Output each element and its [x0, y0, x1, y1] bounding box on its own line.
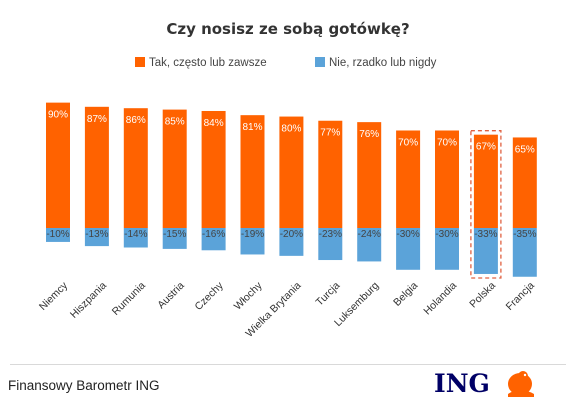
label-yes-polska: 67% [476, 142, 496, 153]
label-no-niemcy: -10% [46, 229, 69, 240]
label-yes-rumunia: 86% [126, 115, 146, 126]
bar-no-francja [512, 228, 537, 277]
label-yes-wielka-brytania: 80% [281, 124, 301, 135]
bar-yes-rumunia [123, 108, 148, 228]
legend-label-no: Nie, rzadko lub nigdy [329, 57, 437, 69]
chart-title: Czy nosisz ze sobą gotówkę? [166, 20, 409, 38]
ing-logo-text: ING [434, 369, 490, 398]
label-no-czechy: -16% [202, 229, 225, 240]
x-tick-austria: Austria [155, 280, 187, 312]
bar-yes-włochy [240, 115, 265, 228]
bar-no-austria [162, 228, 187, 249]
label-yes-niemcy: 90% [48, 110, 68, 121]
label-no-holandia: -30% [435, 229, 458, 240]
x-tick-francja: Francja [504, 280, 537, 313]
bar-no-rumunia [123, 228, 148, 248]
label-yes-belgia: 70% [398, 137, 418, 148]
bar-no-luksemburg [357, 228, 382, 262]
label-yes-francja: 65% [515, 144, 535, 155]
label-yes-holandia: 70% [437, 137, 457, 148]
label-yes-czechy: 84% [204, 118, 224, 129]
bar-yes-holandia [435, 130, 459, 228]
bar-yes-niemcy [46, 102, 70, 228]
bar-no-belgia [396, 228, 421, 270]
legend: Tak, często lub zawsze Nie, rzadko lub n… [135, 57, 437, 69]
bar-yes-wielka-brytania [279, 116, 304, 228]
label-yes-hiszpania: 87% [87, 114, 107, 125]
bar-no-włochy [240, 228, 265, 255]
x-tick-hiszpania: Hiszpania [68, 280, 109, 321]
bar-no-hiszpania [84, 228, 109, 247]
legend-swatch-yes [135, 57, 145, 67]
bar-no-czechy [201, 228, 226, 251]
label-no-belgia: -30% [396, 229, 419, 240]
label-no-polska: -33% [474, 229, 497, 240]
label-no-francja: -35% [513, 229, 536, 240]
label-no-turcja: -23% [319, 229, 342, 240]
x-tick-niemcy: Niemcy [37, 279, 71, 313]
highlight-box-polska [470, 130, 502, 279]
data-labels: 90% -10% 87% -13% 86% -14% 85% -15% 84% -16% 81% -1… [46, 110, 537, 279]
bars [46, 102, 537, 277]
bar-yes-czechy [201, 110, 226, 228]
label-yes-luksemburg: 76% [359, 129, 379, 140]
legend-label-yes: Tak, często lub zawsze [149, 57, 267, 69]
label-yes-austria: 85% [165, 117, 185, 128]
x-tick-turcja: Turcja [314, 280, 343, 309]
label-no-rumunia: -14% [124, 229, 147, 240]
source-caption: Finansowy Barometr ING [8, 378, 160, 393]
ing-logo: ING [434, 369, 534, 398]
label-no-hiszpania: -13% [85, 229, 108, 240]
x-tick-włochy: Włochy [232, 279, 265, 312]
footer-divider [10, 364, 566, 365]
bar-yes-austria [162, 109, 187, 228]
bar-yes-belgia [396, 130, 421, 228]
bar-no-turcja [318, 228, 343, 261]
bar-yes-polska [473, 134, 498, 228]
bar-yes-hiszpania [84, 106, 109, 228]
label-no-luksemburg: -24% [358, 229, 381, 240]
x-tick-holandia: Holandia [421, 280, 459, 318]
x-tick-polska: Polska [467, 280, 498, 311]
bar-yes-luksemburg [357, 122, 382, 228]
x-tick-czechy: Czechy [192, 279, 226, 313]
x-tick-belgia: Belgia [391, 280, 420, 309]
x-tick-rumunia: Rumunia [110, 280, 148, 318]
label-no-wielka-brytania: -20% [280, 229, 303, 240]
label-no-włochy: -19% [241, 229, 264, 240]
label-yes-włochy: 81% [242, 122, 262, 133]
bar-no-holandia [435, 228, 459, 270]
bar-no-wielka-brytania [279, 228, 304, 256]
legend-swatch-no [315, 57, 325, 67]
label-no-austria: -15% [163, 229, 186, 240]
bar-yes-turcja [318, 120, 343, 228]
label-yes-turcja: 77% [320, 128, 340, 139]
bar-no-polska [473, 228, 498, 274]
bar-yes-francja [512, 137, 537, 228]
lion-icon [508, 371, 534, 397]
bar-no-niemcy [46, 228, 70, 242]
